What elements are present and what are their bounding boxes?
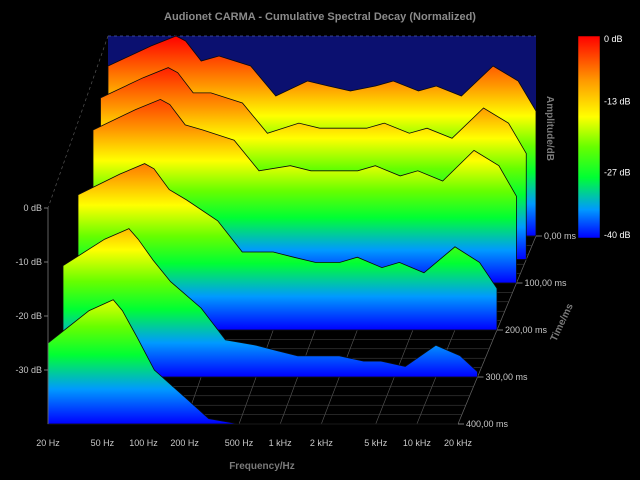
amplitude-tick-label: -10 dB: [15, 257, 42, 267]
decay-slice: [47, 299, 458, 425]
waterfall-slices: [47, 35, 537, 425]
chart-title: Audionet CARMA - Cumulative Spectral Dec…: [164, 11, 476, 23]
frequency-tick-label: 1 kHz: [269, 438, 293, 448]
time-tick-label: 100,00 ms: [525, 278, 568, 288]
frequency-tick-label: 10 kHz: [403, 438, 432, 448]
colorbar-tick-label: -13 dB: [604, 97, 631, 107]
time-axis: 0,00 ms 100,00 ms 200,00 ms 300,00 ms 400,00…: [458, 231, 577, 429]
frequency-tick-label: 100 Hz: [129, 438, 158, 448]
colorbar-tick-label: -40 dB: [604, 230, 631, 240]
x-axis-title: Frequency/Hz: [229, 461, 295, 472]
frequency-tick-label: 20 Hz: [36, 438, 60, 448]
frequency-tick-label: 200 Hz: [170, 438, 199, 448]
frequency-tick-label: 2 kHz: [310, 438, 334, 448]
amplitude-tick-label: -30 dB: [15, 365, 42, 375]
frequency-tick-label: 5 kHz: [364, 438, 388, 448]
colorbar-labels: 0 dB -13 dB -27 dB -40 dB: [604, 34, 631, 240]
amplitude-axis-title: Amplitude/dB: [544, 96, 555, 161]
amplitude-tick-label: 0 dB: [23, 203, 42, 213]
amplitude-tick-label: -20 dB: [15, 311, 42, 321]
depth-guide-line: [47, 35, 109, 209]
decay-slice: [62, 228, 478, 378]
colorbar-tick-label: -27 dB: [604, 167, 631, 177]
time-tick-label: 200,00 ms: [505, 325, 548, 335]
amplitude-axis: 0 dB -10 dB -20 dB -30 dB: [15, 203, 49, 424]
time-tick-label: 0,00 ms: [544, 231, 577, 241]
time-tick-label: 400,00 ms: [466, 419, 509, 429]
frequency-tick-label: 500 Hz: [225, 438, 254, 448]
decay-slice: [77, 163, 498, 331]
time-tick-label: 300,00 ms: [486, 372, 529, 382]
colorbar: [577, 35, 601, 239]
frequency-tick-label: 20 kHz: [444, 438, 473, 448]
frequency-tick-label: 50 Hz: [91, 438, 115, 448]
colorbar-tick-label: 0 dB: [604, 34, 623, 44]
frequency-axis: 20 Hz 50 Hz 100 Hz 200 Hz 500 Hz 1 kHz 2 kHz 5 …: [36, 438, 472, 448]
time-axis-title: Time/ms: [549, 302, 576, 344]
